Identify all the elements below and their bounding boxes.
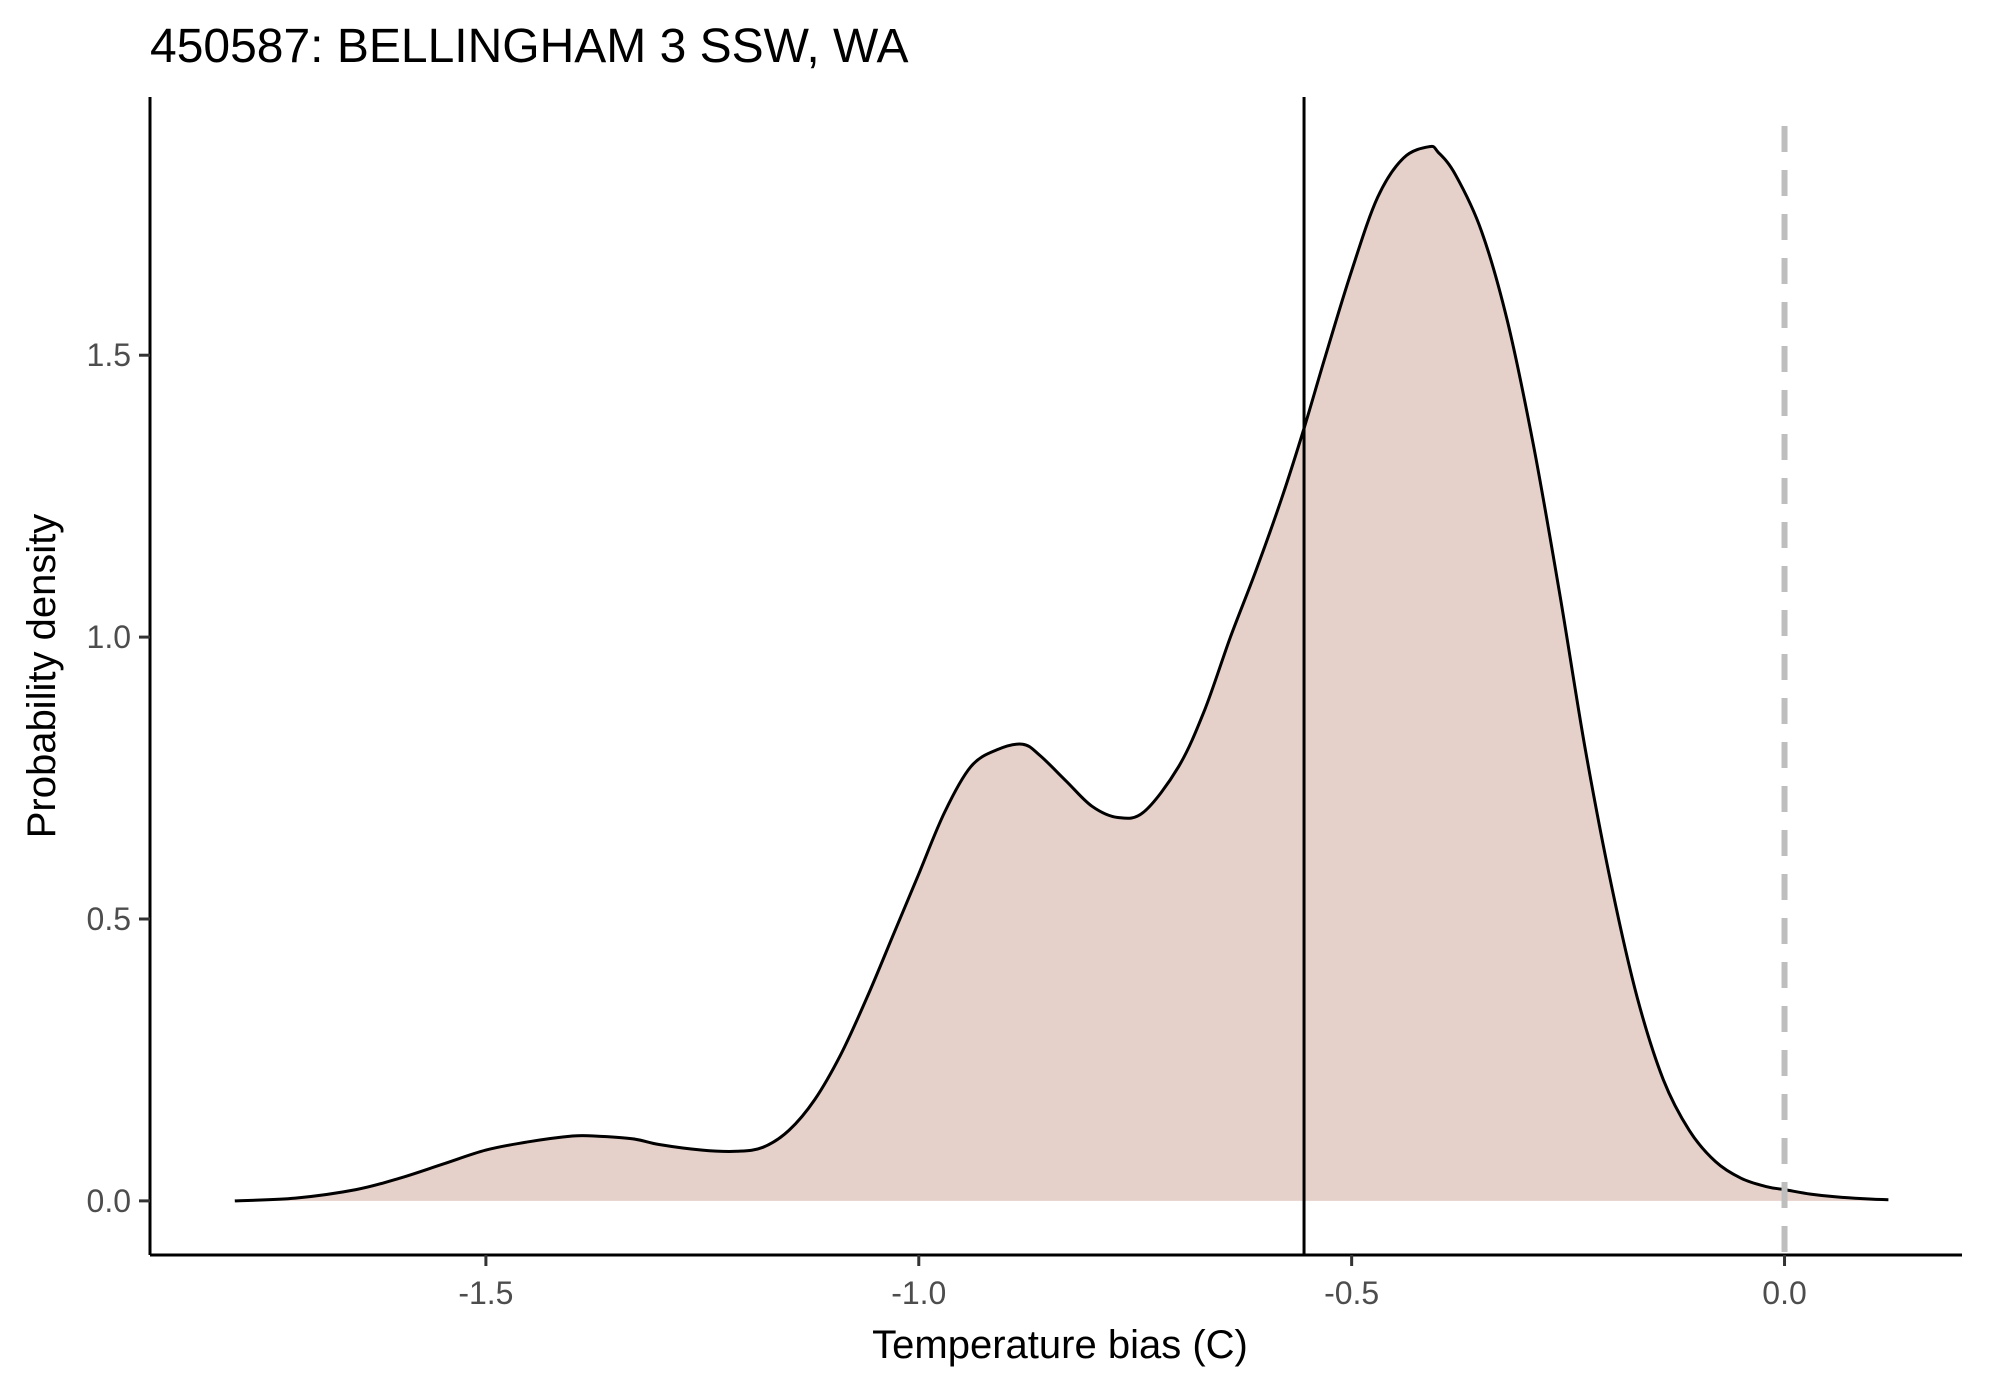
plot-area — [234, 97, 1889, 1255]
x-axis: -1.5 -1.0 -0.5 0.0 — [458, 1255, 1807, 1311]
x-tick-label: 0.0 — [1762, 1275, 1806, 1311]
x-tick-label: -1.0 — [891, 1275, 946, 1311]
x-tick-label: -1.5 — [458, 1275, 513, 1311]
density-fill — [234, 146, 1889, 1201]
y-axis-title: Probability density — [20, 514, 64, 839]
y-tick-label: 1.0 — [87, 619, 131, 655]
x-tick-label: -0.5 — [1324, 1275, 1379, 1311]
y-tick-label: 0.0 — [87, 1183, 131, 1219]
x-axis-title: Temperature bias (C) — [872, 1323, 1248, 1367]
y-axis: 0.0 0.5 1.0 1.5 — [87, 337, 150, 1219]
density-line — [234, 144, 1889, 1203]
chart-title: 450587: BELLINGHAM 3 SSW, WA — [150, 20, 909, 73]
y-tick-label: 0.5 — [87, 901, 131, 937]
y-tick-label: 1.5 — [87, 337, 131, 373]
